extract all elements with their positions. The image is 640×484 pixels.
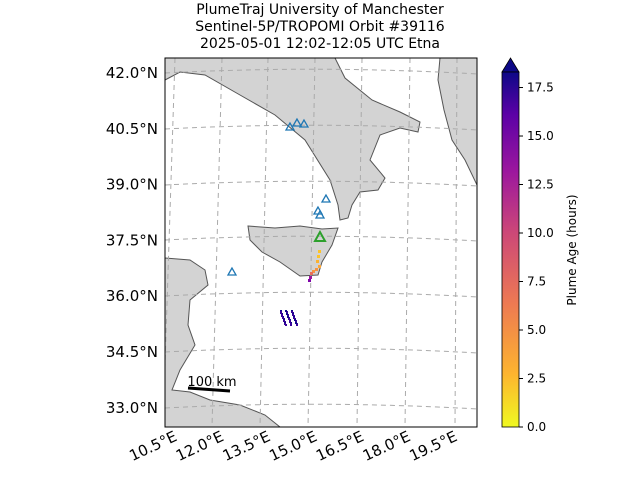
scale-label: 100 km xyxy=(187,375,236,390)
colorbar-tick-label: 5.0 xyxy=(527,323,546,337)
lat-label: 34.5°N xyxy=(106,343,158,361)
scale-bar xyxy=(187,386,231,393)
lat-label: 42.0°N xyxy=(106,64,158,82)
plume-pixel xyxy=(295,322,297,324)
plume-pixel xyxy=(286,313,288,315)
plume-pixel xyxy=(312,270,315,273)
lon-label: 19.5°E xyxy=(407,427,460,465)
plume-pixel xyxy=(289,321,291,323)
plume-pixel xyxy=(287,316,289,318)
plume-pixel xyxy=(292,314,294,316)
plume-pixel xyxy=(280,312,282,314)
lon-label: 13.5°E xyxy=(220,427,273,465)
plume-pixel xyxy=(318,250,321,253)
lat-label: 39.0°N xyxy=(106,176,158,194)
lon-label: 18.0°E xyxy=(360,427,413,465)
colorbar-tick-label: 7.5 xyxy=(527,275,546,289)
plume-pixel xyxy=(293,317,295,319)
plume-pixel xyxy=(291,311,293,313)
plume-pixel xyxy=(290,324,292,326)
plume-pixel xyxy=(315,268,318,271)
title-line: 2025-05-01 12:02-12:05 UTC Etna xyxy=(200,36,440,52)
plume-pixel xyxy=(317,255,320,258)
map: 100 km xyxy=(165,58,477,427)
volcano-markers xyxy=(226,117,332,276)
plume-pixel xyxy=(296,324,298,326)
colorbar-tick-label: 15.0 xyxy=(527,129,554,143)
lat-label: 37.5°N xyxy=(106,231,158,249)
lat-label: 40.5°N xyxy=(106,120,158,138)
plume-pixel xyxy=(284,323,286,325)
title-line: Sentinel-5P/TROPOMI Orbit #39116 xyxy=(195,19,445,35)
colorbar-label: Plume Age (hours) xyxy=(565,194,579,305)
graticule xyxy=(165,58,477,427)
plume-pixel xyxy=(316,260,319,263)
plume-pixel xyxy=(281,315,283,317)
plume-pixel xyxy=(294,319,296,321)
colorbar-tick-label: 0.0 xyxy=(527,420,546,434)
plume-pixel xyxy=(282,317,284,319)
map-frame xyxy=(164,57,478,428)
colorbar-tick-label: 10.0 xyxy=(527,226,554,240)
plume-pixel xyxy=(309,276,312,279)
colorbar xyxy=(501,71,520,428)
lon-label: 10.5°E xyxy=(126,427,179,465)
lat-label: 33.0°N xyxy=(106,399,158,417)
plume-pixel xyxy=(283,320,285,322)
plume-pixel xyxy=(288,318,290,320)
title-line: PlumeTraj University of Manchester xyxy=(196,2,444,18)
colorbar-tick-label: 2.5 xyxy=(527,372,546,386)
colorbar-extend xyxy=(501,57,520,73)
colorbar-tick-label: 17.5 xyxy=(527,81,554,95)
title: PlumeTraj University of ManchesterSentin… xyxy=(195,2,445,52)
plume-pixel xyxy=(308,279,311,282)
plume-pixel xyxy=(310,272,313,275)
lon-label: 15.0°E xyxy=(267,427,320,465)
etna-marker xyxy=(313,229,327,242)
lon-label: 12.0°E xyxy=(173,427,226,465)
plume-pixel xyxy=(318,265,321,268)
colorbar-tick-label: 12.5 xyxy=(527,178,554,192)
lat-label: 36.0°N xyxy=(106,287,158,305)
plume xyxy=(280,250,321,326)
lon-label: 16.5°E xyxy=(313,427,366,465)
plume-pixel xyxy=(285,310,287,312)
